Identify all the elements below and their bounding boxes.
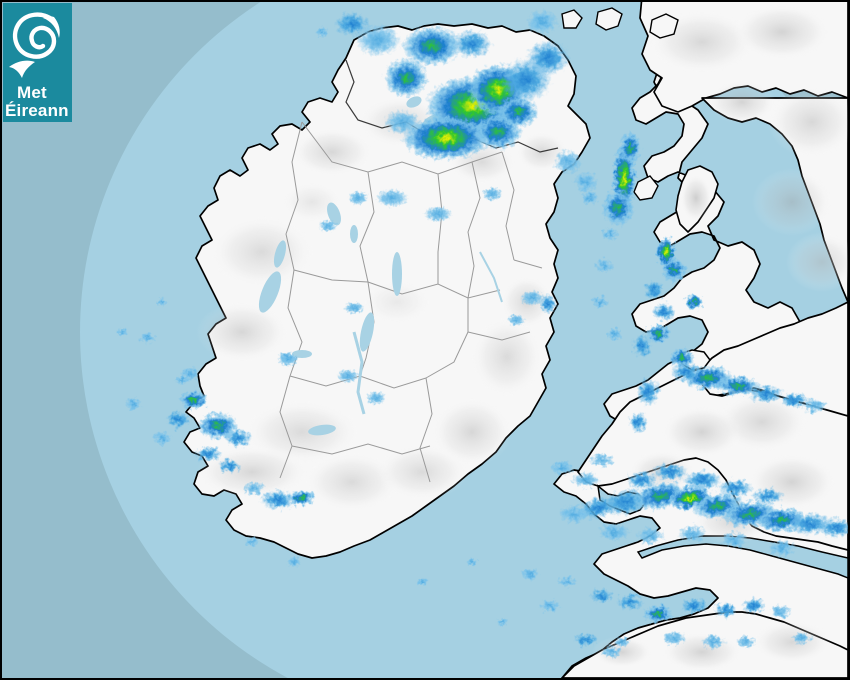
isle-of-man <box>675 165 719 233</box>
radar-echo-layer <box>116 10 848 658</box>
britain-terrain-shading <box>592 4 848 672</box>
lough-derg <box>359 312 375 352</box>
lough-corrib <box>258 271 282 313</box>
met-eireann-logo[interactable]: Met Éireann <box>3 3 72 122</box>
logo-line-1: Met <box>17 83 47 103</box>
met-eireann-spiral-icon <box>9 12 60 78</box>
met-eireann-wordmark: Met Éireann <box>3 84 72 119</box>
lough-mask <box>273 240 287 268</box>
logo-line-2: Éireann <box>5 100 69 120</box>
landmass-ireland <box>183 23 591 559</box>
ireland-terrain-shading <box>196 96 568 512</box>
lough-ree <box>392 252 402 296</box>
